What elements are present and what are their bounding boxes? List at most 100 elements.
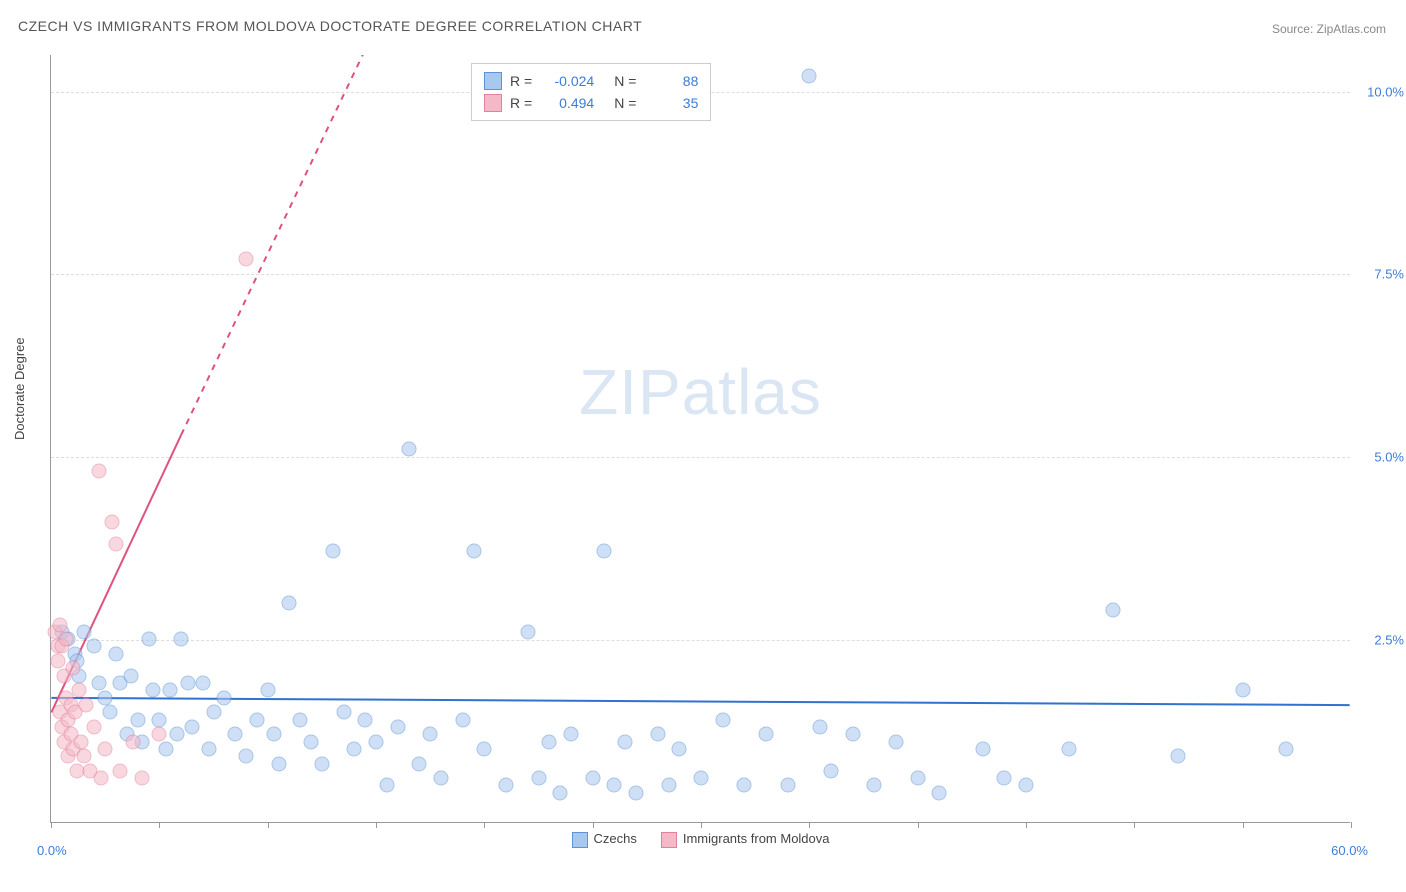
legend-swatch-czechs [571, 832, 587, 848]
scatter-point-czechs [293, 712, 308, 727]
scatter-point-moldova [126, 734, 141, 749]
x-tick [1243, 822, 1244, 828]
watermark: ZIPatlas [579, 355, 822, 429]
scatter-point-moldova [91, 463, 106, 478]
watermark-bold: ZIP [579, 356, 682, 428]
plot-area: ZIPatlas 2.5%5.0%7.5%10.0% R = -0.024 N … [50, 55, 1350, 823]
scatter-point-czechs [271, 756, 286, 771]
stats-swatch-czechs [484, 72, 502, 90]
scatter-point-czechs [542, 734, 557, 749]
scatter-point-czechs [694, 771, 709, 786]
y-axis-label: Doctorate Degree [12, 337, 27, 440]
scatter-point-czechs [76, 624, 91, 639]
scatter-point-czechs [932, 785, 947, 800]
scatter-point-czechs [802, 68, 817, 83]
source-label: Source: [1272, 22, 1313, 36]
stats-box: R = -0.024 N = 88 R = 0.494 N = 35 [471, 63, 711, 121]
scatter-point-czechs [249, 712, 264, 727]
scatter-point-czechs [169, 727, 184, 742]
y-tick-label: 7.5% [1374, 267, 1404, 282]
stats-row-moldova: R = 0.494 N = 35 [484, 92, 698, 114]
scatter-point-moldova [59, 632, 74, 647]
scatter-point-moldova [78, 697, 93, 712]
stats-n-value-czechs: 88 [644, 70, 698, 92]
x-tick [809, 822, 810, 828]
scatter-point-czechs [1062, 741, 1077, 756]
scatter-point-czechs [1170, 749, 1185, 764]
scatter-point-czechs [564, 727, 579, 742]
scatter-point-moldova [113, 763, 128, 778]
scatter-point-moldova [152, 727, 167, 742]
scatter-point-czechs [336, 705, 351, 720]
scatter-point-czechs [434, 771, 449, 786]
scatter-point-czechs [596, 544, 611, 559]
scatter-point-czechs [202, 741, 217, 756]
scatter-point-czechs [466, 544, 481, 559]
scatter-point-czechs [499, 778, 514, 793]
scatter-point-czechs [102, 705, 117, 720]
gridline [51, 457, 1350, 458]
stats-n-label: N = [614, 70, 636, 92]
scatter-point-czechs [618, 734, 633, 749]
scatter-point-czechs [325, 544, 340, 559]
scatter-point-czechs [520, 624, 535, 639]
scatter-point-moldova [98, 741, 113, 756]
scatter-point-czechs [91, 676, 106, 691]
scatter-point-moldova [93, 771, 108, 786]
source-link[interactable]: ZipAtlas.com [1317, 22, 1386, 36]
stats-r-value-moldova: 0.494 [540, 92, 594, 114]
scatter-point-czechs [997, 771, 1012, 786]
watermark-light: atlas [682, 356, 822, 428]
scatter-point-czechs [217, 690, 232, 705]
legend: Czechs Immigrants from Moldova [571, 831, 829, 848]
stats-r-value-czechs: -0.024 [540, 70, 594, 92]
stats-swatch-moldova [484, 94, 502, 112]
scatter-point-czechs [282, 595, 297, 610]
scatter-point-czechs [152, 712, 167, 727]
stats-row-czechs: R = -0.024 N = 88 [484, 70, 698, 92]
scatter-point-czechs [423, 727, 438, 742]
x-tick [268, 822, 269, 828]
scatter-point-czechs [163, 683, 178, 698]
scatter-point-czechs [629, 785, 644, 800]
scatter-point-czechs [184, 719, 199, 734]
scatter-point-czechs [661, 778, 676, 793]
scatter-point-czechs [412, 756, 427, 771]
scatter-point-moldova [76, 749, 91, 764]
scatter-point-czechs [109, 646, 124, 661]
scatter-point-czechs [130, 712, 145, 727]
scatter-point-czechs [347, 741, 362, 756]
legend-item-czechs: Czechs [571, 831, 636, 848]
stats-r-label: R = [510, 70, 532, 92]
scatter-point-czechs [141, 632, 156, 647]
scatter-point-czechs [87, 639, 102, 654]
scatter-point-moldova [239, 251, 254, 266]
chart-title: CZECH VS IMMIGRANTS FROM MOLDOVA DOCTORA… [18, 18, 642, 34]
scatter-point-moldova [87, 719, 102, 734]
stats-n-label: N = [614, 92, 636, 114]
x-tick [484, 822, 485, 828]
x-tick [376, 822, 377, 828]
scatter-point-czechs [672, 741, 687, 756]
y-tick-label: 10.0% [1367, 84, 1404, 99]
x-tick [918, 822, 919, 828]
scatter-point-czechs [174, 632, 189, 647]
x-axis-max-label: 60.0% [1331, 843, 1368, 858]
scatter-point-moldova [65, 661, 80, 676]
scatter-point-czechs [369, 734, 384, 749]
gridline [51, 274, 1350, 275]
scatter-point-moldova [72, 683, 87, 698]
scatter-point-czechs [759, 727, 774, 742]
scatter-point-czechs [889, 734, 904, 749]
scatter-point-czechs [607, 778, 622, 793]
scatter-point-czechs [239, 749, 254, 764]
gridline [51, 640, 1350, 641]
x-tick [51, 822, 52, 828]
scatter-point-czechs [195, 676, 210, 691]
x-tick [1026, 822, 1027, 828]
x-tick [1134, 822, 1135, 828]
legend-label-czechs: Czechs [593, 831, 636, 846]
scatter-point-czechs [228, 727, 243, 742]
scatter-point-moldova [52, 617, 67, 632]
scatter-point-czechs [145, 683, 160, 698]
